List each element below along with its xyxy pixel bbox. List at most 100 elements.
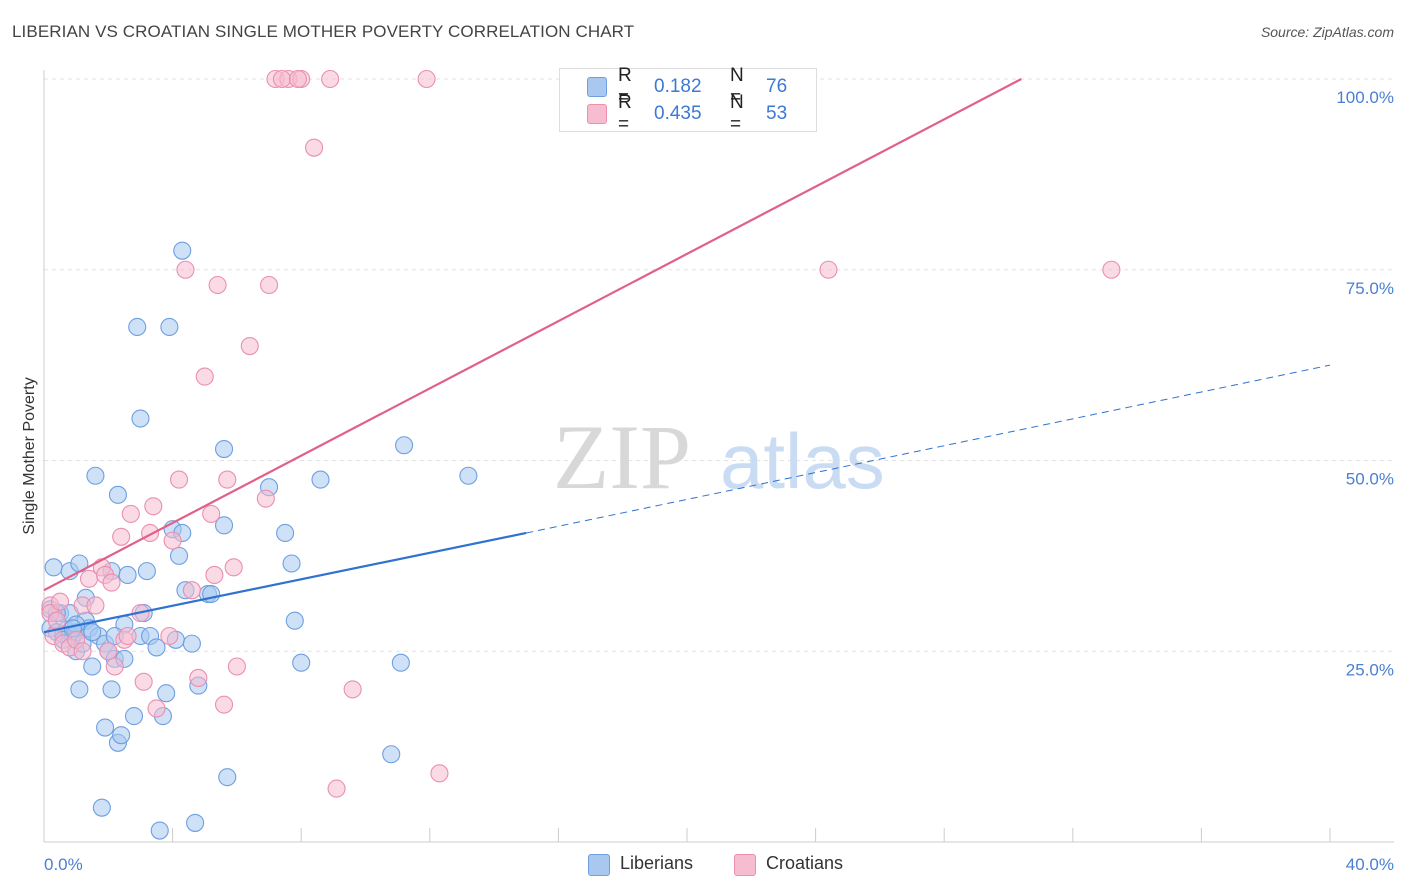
- liberians-point: [169, 546, 189, 565]
- liberians-point: [44, 558, 63, 577]
- y-tick-label: 75.0%: [1346, 279, 1394, 298]
- croatians-point: [227, 657, 246, 676]
- r-value: 0.182: [654, 76, 702, 97]
- x-tick-label-min: 0.0%: [44, 855, 83, 874]
- liberians-point: [285, 611, 304, 630]
- liberians-point: [70, 680, 89, 699]
- liberians-point: [108, 485, 127, 504]
- croatians-point: [214, 695, 234, 714]
- liberians-point: [128, 317, 147, 337]
- liberians-point: [395, 436, 414, 455]
- croatians-point: [102, 573, 121, 592]
- grid-lines: [43, 78, 1394, 842]
- croatians-point: [147, 699, 166, 718]
- liberians-point: [160, 317, 179, 337]
- croatians-point: [121, 504, 140, 523]
- liberians-trend-line: [43, 531, 527, 634]
- watermark-zip: ZIP: [553, 406, 691, 508]
- croatians-point: [305, 138, 324, 157]
- croatians-point: [169, 470, 189, 489]
- croatians-point: [86, 596, 105, 615]
- croatians-swatch: [587, 104, 607, 124]
- croatians-point: [182, 581, 201, 600]
- croatians-point: [819, 260, 838, 279]
- liberians-point: [118, 565, 137, 585]
- croatians-legend-swatch: [734, 854, 756, 876]
- liberians-point: [157, 684, 176, 703]
- liberians-points: [41, 241, 478, 840]
- y-tick-label: 100.0%: [1336, 88, 1394, 107]
- croatians-point: [134, 672, 153, 691]
- liberians-point: [112, 726, 131, 745]
- croatians-point: [327, 779, 346, 798]
- liberians-point: [311, 470, 330, 489]
- croatians-points: [41, 69, 1121, 798]
- croatians-point: [430, 764, 449, 783]
- croatians-point: [195, 367, 214, 386]
- r-label: R =: [618, 65, 632, 108]
- watermark: ZIP atlas: [553, 406, 885, 508]
- croatians-point: [112, 527, 131, 546]
- y-tick-labels: 25.0% 50.0% 75.0% 100.0%: [1336, 88, 1394, 679]
- liberians-point: [292, 653, 311, 672]
- r-label: R =: [618, 92, 632, 135]
- liberians-point: [150, 821, 169, 840]
- chart-title: LIBERIAN VS CROATIAN SINGLE MOTHER POVER…: [12, 22, 635, 41]
- croatians-point: [288, 69, 308, 89]
- x-tick-labels: 0.0% 40.0%: [44, 855, 1394, 874]
- axes: [43, 70, 1394, 843]
- liberians-point: [92, 798, 111, 817]
- croatians-point: [272, 69, 291, 89]
- croatians-point: [105, 657, 124, 676]
- croatians-point: [47, 611, 66, 630]
- croatians-point: [343, 680, 362, 699]
- croatians-point: [163, 531, 182, 550]
- trend-lines: [43, 78, 1331, 634]
- croatians-point: [208, 275, 227, 295]
- liberians-swatch: [587, 77, 607, 97]
- croatians-legend-label: Croatians: [766, 853, 844, 873]
- croatians-point: [240, 336, 259, 356]
- liberians-point: [214, 440, 234, 459]
- liberians-point: [131, 409, 150, 428]
- liberians-legend-label: Liberians: [620, 853, 694, 873]
- croatians-point: [259, 275, 279, 295]
- croatians-point: [218, 470, 237, 489]
- liberians-point: [147, 638, 166, 657]
- croatians-point: [321, 69, 340, 89]
- n-value: 53: [766, 103, 788, 124]
- liberians-point: [96, 718, 115, 737]
- liberians-point: [182, 634, 201, 653]
- liberians-point: [86, 466, 105, 485]
- croatians-point: [224, 558, 243, 577]
- liberians-trend-extension: [526, 364, 1331, 534]
- croatians-point: [144, 497, 163, 516]
- croatians-point: [256, 489, 275, 508]
- liberians-point: [282, 554, 301, 573]
- liberians-point: [102, 680, 121, 699]
- liberians-point: [83, 623, 102, 642]
- liberians-point: [382, 745, 401, 764]
- croatians-point: [160, 626, 179, 646]
- liberians-point: [276, 523, 295, 543]
- croatians-point: [189, 668, 208, 688]
- croatians-point: [1102, 260, 1121, 279]
- liberians-point: [186, 813, 205, 832]
- r-value: 0.435: [654, 103, 702, 124]
- croatians-point: [51, 592, 70, 611]
- liberians-point: [124, 707, 144, 726]
- liberians-point: [83, 657, 102, 676]
- croatians-point: [417, 69, 436, 89]
- n-value: 76: [766, 76, 788, 97]
- croatians-point: [205, 565, 224, 585]
- watermark-atlas: atlas: [720, 417, 885, 505]
- liberians-point: [173, 241, 192, 260]
- n-label: N =: [730, 92, 744, 135]
- croatians-trend-line: [43, 78, 1022, 592]
- y-axis-label: Single Mother Poverty: [21, 377, 38, 534]
- n-label: N =: [730, 65, 744, 108]
- liberians-point: [137, 562, 156, 581]
- croatians-point: [118, 626, 137, 646]
- croatians-point: [99, 642, 118, 661]
